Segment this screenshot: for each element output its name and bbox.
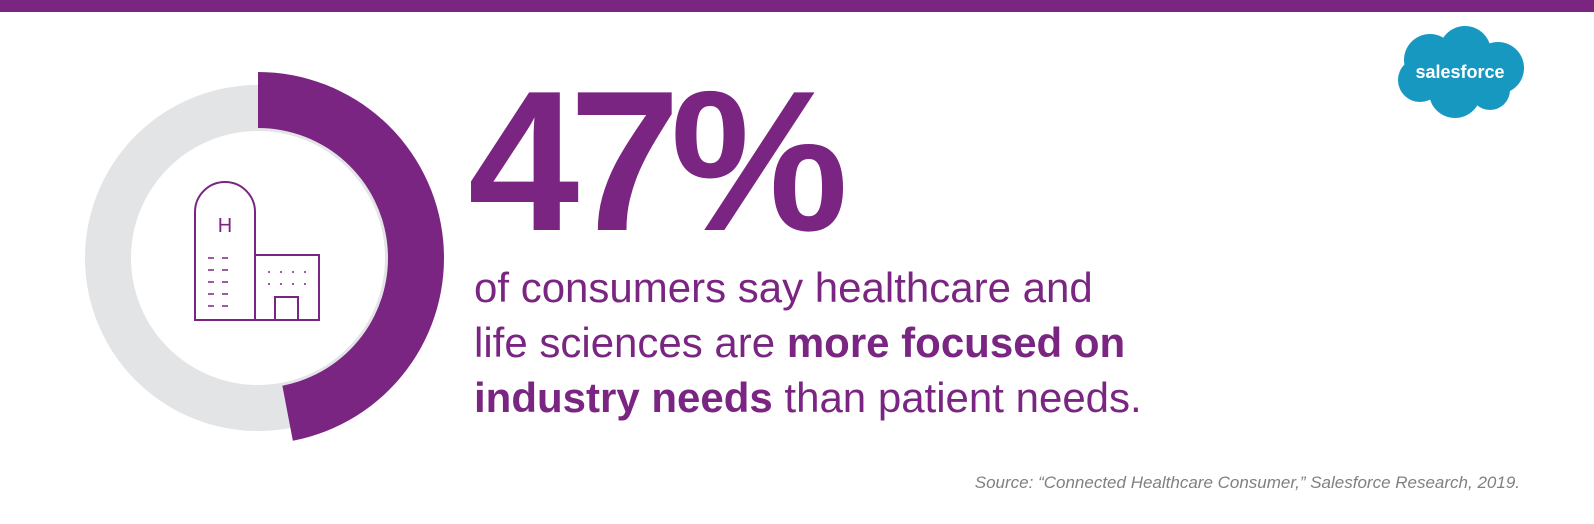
donut-chart (85, 72, 445, 441)
description-line: life sciences are more focused on (474, 319, 1125, 366)
text: life sciences are (474, 319, 787, 366)
hospital-icon (194, 181, 320, 321)
icon-letter: H (218, 215, 232, 237)
text: of consumers say healthcare and (474, 264, 1093, 311)
logo-text: salesforce (1415, 62, 1504, 82)
text: than patient needs. (773, 374, 1142, 421)
description-line: industry needs than patient needs. (474, 374, 1142, 421)
emphasis: more focused on (787, 319, 1125, 366)
donut-segment (258, 72, 445, 441)
emphasis: industry needs (474, 374, 773, 421)
logo-cloud (1398, 26, 1524, 118)
top-bar (0, 0, 1594, 12)
source: Source: “Connected Healthcare Consumer,”… (975, 473, 1520, 492)
description-line: of consumers say healthcare and (474, 264, 1093, 311)
big-percent: 47% (468, 50, 843, 273)
